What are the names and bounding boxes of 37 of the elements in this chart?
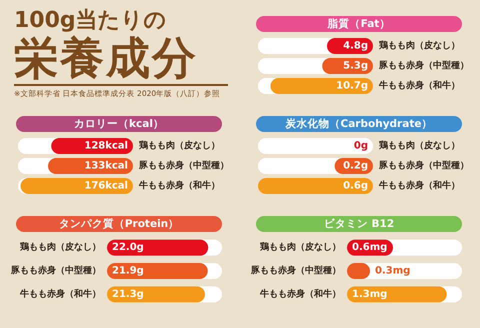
y-tick-label: 牛もも赤身（和牛） bbox=[259, 288, 341, 300]
y-tick-label: 牛もも赤身（和牛） bbox=[19, 288, 101, 300]
y-tick-label: 豚もも赤身（中型種） bbox=[378, 160, 469, 171]
y-tick-label: 牛もも赤身（和牛） bbox=[378, 180, 460, 191]
chart-title: ビタミン B12 bbox=[256, 216, 462, 232]
chart-title: タンパク質（Protein） bbox=[16, 216, 222, 232]
data-label: 0.3mg bbox=[375, 266, 410, 276]
data-label: 0.2g bbox=[343, 160, 368, 172]
chart-title: 脂質（Fat） bbox=[256, 16, 462, 32]
data-label: 21.9g bbox=[112, 266, 144, 276]
text: 100g当たりの bbox=[14, 8, 168, 34]
y-tick-label: 豚もも赤身（中型種） bbox=[138, 160, 229, 171]
y-tick-label: 牛もも赤身（和牛） bbox=[138, 180, 220, 191]
y-tick-label: 鶏もも肉（皮なし） bbox=[259, 242, 341, 253]
chart-title: 炭水化物（Carbohydrate） bbox=[256, 116, 462, 132]
y-tick-label: 豚もも赤身（中型種） bbox=[378, 60, 469, 71]
y-tick-label: 豚もも赤身（中型種） bbox=[250, 265, 341, 276]
y-tick-label: 鶏もも肉（皮なし） bbox=[378, 140, 460, 151]
data-label: 22.0g bbox=[112, 242, 144, 254]
data-label: 0.6mg bbox=[352, 242, 388, 254]
data-label: 1.3mg bbox=[352, 288, 388, 300]
data-label: 10.7g bbox=[336, 80, 368, 92]
y-tick-label: 鶏もも肉（皮なし） bbox=[19, 242, 101, 253]
data-label: 133kcal bbox=[84, 160, 128, 172]
data-label: 128kcal bbox=[84, 140, 128, 152]
text: 栄養成分 bbox=[14, 33, 228, 86]
y-tick-label: 鶏もも肉（皮なし） bbox=[138, 140, 220, 151]
data-label: 0g bbox=[354, 140, 368, 152]
y-tick-label: 牛もも赤身（和牛） bbox=[378, 80, 460, 91]
y-tick-label: 豚もも赤身（中型種） bbox=[10, 265, 101, 276]
data-label: 0.6g bbox=[343, 180, 368, 192]
data-label: 5.3g bbox=[343, 60, 368, 72]
data-label: 4.8g bbox=[343, 40, 368, 52]
chart-title: カロリー（kcal） bbox=[16, 116, 222, 132]
data-label: 176kcal bbox=[84, 180, 128, 192]
data-label: 21.3g bbox=[112, 288, 144, 300]
y-tick-label: 鶏もも肉（皮なし） bbox=[378, 40, 460, 51]
